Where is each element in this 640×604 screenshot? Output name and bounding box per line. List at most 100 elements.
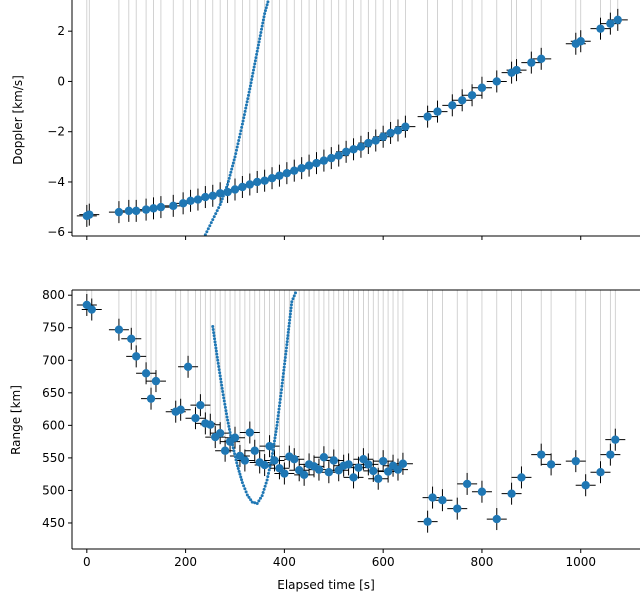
range-y-tick-label: 700: [42, 353, 65, 367]
range-model-point: [284, 349, 288, 353]
doppler-model-point: [240, 122, 244, 126]
doppler-model-point: [242, 116, 246, 120]
doppler-model-point: [262, 15, 266, 19]
range-x-axis-label: Elapsed time [s]: [277, 578, 375, 592]
doppler-data-point: [141, 205, 151, 214]
doppler-model-point: [230, 167, 234, 171]
range-y-ticks: 450 500 550 600 650 700 750 800: [42, 288, 72, 530]
range-data-point: [606, 450, 615, 459]
range-model-point: [211, 328, 215, 332]
range-data-point: [127, 334, 136, 344]
range-model-point: [211, 324, 215, 328]
range-model-point: [229, 434, 233, 438]
doppler-model-point: [252, 68, 256, 72]
doppler-model-point: [250, 78, 254, 82]
range-model-point: [260, 494, 264, 498]
range-model-point: [293, 291, 297, 295]
range-model-point: [224, 409, 228, 413]
range-model-point: [245, 493, 249, 497]
doppler-model-point: [258, 34, 262, 38]
doppler-model-point: [229, 170, 233, 174]
range-model-point: [247, 495, 251, 499]
doppler-model-point: [236, 142, 240, 146]
doppler-data-point: [378, 132, 388, 141]
range-model-point: [283, 355, 287, 359]
range-model-point: [227, 427, 231, 431]
doppler-model-point: [234, 148, 238, 152]
doppler-model-point: [248, 87, 252, 91]
range-model-point: [228, 431, 232, 435]
range-data-point: [196, 400, 205, 410]
range-model-point: [292, 294, 296, 298]
range-model-point: [212, 334, 216, 338]
range-model-point: [220, 383, 224, 387]
doppler-model-point: [225, 185, 229, 189]
range-model-point: [220, 386, 224, 390]
doppler-model-point: [205, 230, 209, 234]
doppler-data-point: [448, 101, 457, 110]
range-data-point: [114, 325, 124, 334]
doppler-model-point: [208, 224, 212, 228]
doppler-data-point: [156, 202, 166, 212]
doppler-data-point: [512, 65, 521, 75]
doppler-model-point: [264, 6, 268, 10]
doppler-model-point: [244, 106, 248, 110]
doppler-model-point: [256, 46, 260, 50]
range-data-point: [206, 420, 215, 429]
doppler-y-tick-label: 0: [57, 74, 65, 88]
doppler-model-point: [241, 119, 245, 123]
range-data-point: [151, 376, 161, 386]
doppler-markers: [82, 15, 622, 221]
doppler-y-tick-label: −4: [47, 175, 65, 189]
range-data-point: [438, 495, 447, 505]
doppler-model-point: [255, 52, 259, 56]
range-model-point: [277, 410, 281, 414]
doppler-model-point: [215, 209, 219, 213]
doppler-model-point: [220, 197, 224, 201]
doppler-y-tick-label: −6: [47, 225, 65, 239]
range-model-point: [279, 391, 283, 395]
range-data-point: [265, 441, 274, 451]
range-model-point: [227, 424, 231, 428]
range-data-point: [314, 465, 324, 474]
range-model-point: [275, 423, 279, 427]
range-data-point: [215, 428, 225, 438]
range-model-point: [281, 378, 285, 382]
range-model-point: [282, 365, 286, 369]
doppler-model-point: [203, 233, 207, 237]
doppler-model-point: [263, 9, 267, 13]
range-data-point: [596, 468, 605, 477]
doppler-residual-lines: [86, 0, 619, 216]
range-data-point: [324, 468, 334, 477]
doppler-model-point: [256, 43, 260, 47]
range-model-point: [286, 333, 290, 337]
range-model-point: [242, 484, 246, 488]
range-model-point: [270, 455, 274, 459]
range-model-point: [281, 375, 285, 379]
range-model-point: [218, 371, 222, 375]
doppler-model-point: [237, 135, 241, 139]
range-model-point: [283, 359, 287, 363]
range-data-point: [364, 460, 373, 469]
range-y-tick-label: 500: [42, 483, 65, 497]
range-model-point: [274, 426, 278, 430]
range-model-point: [290, 300, 294, 304]
range-model-point: [222, 399, 226, 403]
doppler-model-point: [249, 81, 253, 85]
range-model-point: [215, 352, 219, 356]
range-model-point: [289, 309, 293, 313]
doppler-model-point: [248, 84, 252, 88]
range-x-tick-label: 400: [273, 555, 296, 569]
doppler-model-point: [260, 27, 264, 31]
range-panel: 450 500 550 600 650 700 750 800 0 200 400 600 800 10…: [9, 288, 640, 592]
range-y-tick-label: 650: [42, 386, 65, 400]
doppler-model-point: [237, 139, 241, 143]
doppler-data-point: [312, 158, 321, 168]
range-model-point: [213, 343, 217, 347]
doppler-model-point: [244, 103, 248, 107]
range-model-point: [244, 490, 248, 494]
doppler-data-point: [132, 206, 141, 216]
range-model-point: [224, 412, 228, 416]
range-model-point: [284, 352, 288, 356]
doppler-model-point: [253, 59, 257, 63]
